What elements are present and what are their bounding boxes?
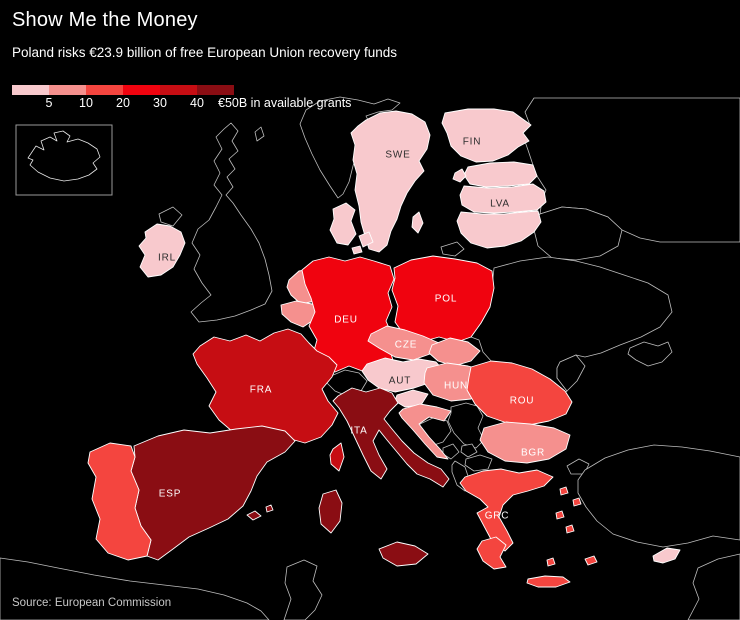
- legend-tick: 10: [79, 96, 93, 110]
- country-irl: [138, 223, 186, 278]
- legend: €50B in available grants 5 10 20 30 40: [0, 85, 740, 110]
- country-cyp: [652, 547, 681, 564]
- country-label-irl: IRL: [158, 253, 176, 264]
- country-label-fra: FRA: [250, 385, 272, 396]
- page-title: Show Me the Money: [12, 9, 198, 31]
- country-dnk: [329, 202, 357, 246]
- country-grc: [526, 575, 571, 588]
- legend-swatch-3: [123, 85, 160, 95]
- country-moldova: [556, 354, 586, 392]
- country-grc: [572, 497, 582, 507]
- country-prt: [87, 442, 152, 561]
- country-grc: [584, 555, 598, 566]
- legend-swatch-4: [160, 85, 197, 95]
- country-esp: [265, 504, 274, 513]
- country-turkey: [577, 444, 740, 548]
- country-north-macedonia: [464, 454, 493, 472]
- country-ita: [332, 387, 450, 488]
- country-est: [463, 161, 538, 188]
- country-fin: [441, 108, 532, 163]
- country-kosovo: [460, 443, 478, 458]
- country-ltu: [456, 210, 542, 249]
- country-fra: [192, 328, 339, 445]
- legend-swatch-0: [12, 85, 49, 95]
- country-shetland-islands: [254, 126, 265, 142]
- country-bgr: [479, 421, 571, 464]
- country-grc: [555, 510, 565, 520]
- country-svk: [428, 337, 481, 367]
- country-dnk: [351, 245, 363, 255]
- country-grc: [565, 524, 575, 534]
- legend-swatch-1: [49, 85, 86, 95]
- country-uk-northern-ireland: [158, 206, 183, 227]
- source-credit: Source: European Commission: [12, 597, 172, 609]
- country-grc: [546, 557, 556, 567]
- country-grc: [459, 468, 554, 552]
- country-grc: [559, 486, 569, 496]
- country-ita: [378, 541, 429, 567]
- country-label-esp: ESP: [159, 489, 181, 500]
- country-label-ita: ITA: [350, 426, 367, 437]
- legend-color-scale: [12, 85, 234, 95]
- country-crimea: [627, 341, 673, 367]
- country-label-rou: ROU: [510, 396, 535, 407]
- country-label-pol: POL: [435, 294, 457, 305]
- legend-swatch-5: [197, 85, 234, 95]
- country-hrv: [398, 403, 452, 460]
- country-label-cze: CZE: [395, 340, 417, 351]
- page-subtitle: Poland risks €23.9 billion of free Europ…: [12, 45, 397, 60]
- legend-tick: 30: [153, 96, 167, 110]
- country-esp: [246, 510, 262, 521]
- country-kaliningrad: [440, 241, 465, 257]
- country-ita: [318, 489, 343, 534]
- legend-tick: 5: [45, 96, 53, 110]
- country-label-bgr: BGR: [521, 448, 545, 459]
- country-fra: [329, 442, 345, 472]
- country-swe: [350, 110, 431, 253]
- country-rou: [466, 360, 573, 426]
- country-uk-britain: [190, 122, 273, 323]
- legend-end-label: €50B in available grants: [218, 96, 352, 110]
- country-label-deu: DEU: [334, 315, 358, 326]
- country-label-hun: HUN: [444, 381, 468, 392]
- country-north-africa: [0, 557, 270, 620]
- country-label-aut: AUT: [389, 376, 411, 387]
- country-est: [452, 168, 467, 183]
- country-tunisia: [283, 559, 323, 620]
- country-label-grc: GRC: [485, 511, 510, 522]
- legend-tick: 40: [190, 96, 204, 110]
- country-dnk: [358, 231, 374, 248]
- legend-swatch-2: [86, 85, 123, 95]
- country-pol: [391, 255, 495, 343]
- country-label-swe: SWE: [385, 150, 410, 161]
- country-lva: [459, 183, 547, 214]
- legend-tick: 20: [116, 96, 130, 110]
- country-grc: [476, 536, 507, 570]
- country-iceland: [27, 130, 101, 182]
- country-serbia: [447, 402, 485, 449]
- country-swe: [411, 211, 424, 234]
- country-label-fin: FIN: [463, 137, 482, 148]
- country-middle-east: [687, 553, 740, 620]
- country-label-lva: LVA: [490, 199, 510, 210]
